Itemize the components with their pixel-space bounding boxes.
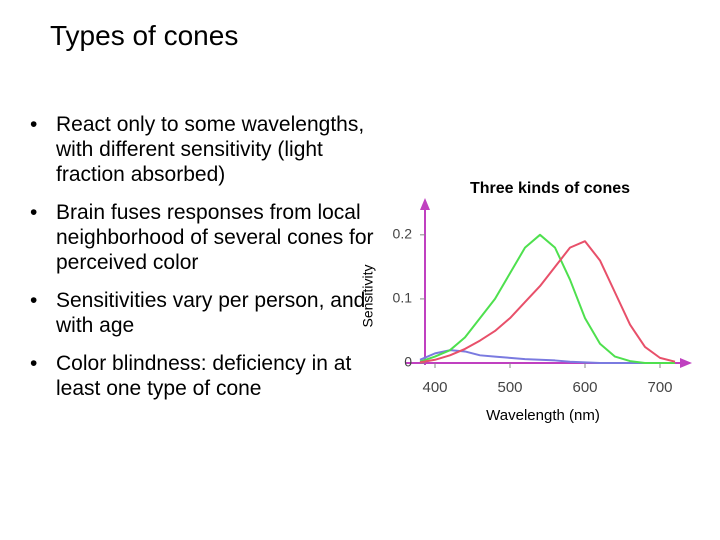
x-axis-label: Wavelength (nm) xyxy=(486,407,600,424)
chart-title: Three kinds of cones xyxy=(470,180,630,197)
series-line xyxy=(419,240,676,364)
bullet: Brain fuses responses from local neighbo… xyxy=(30,200,374,275)
series-line xyxy=(419,233,675,364)
y-tick-label: 0 xyxy=(404,354,412,370)
bullet: Sensitivities vary per person, and with … xyxy=(30,288,374,338)
y-axis-label: Sensitivity xyxy=(360,264,376,327)
x-tick-label: 700 xyxy=(647,379,672,396)
x-axis-arrow xyxy=(680,358,692,368)
x-tick-label: 400 xyxy=(422,379,447,396)
y-axis-arrow xyxy=(420,198,430,210)
x-tick-label: 600 xyxy=(572,379,597,396)
y-tick-label: 0.1 xyxy=(393,290,413,306)
y-tick-label: 0.2 xyxy=(393,226,413,242)
slide-title: Types of cones xyxy=(50,20,239,51)
bullet: React only to some wavelengths, with dif… xyxy=(30,112,374,187)
bullet-list: React only to some wavelengths, with dif… xyxy=(30,112,374,414)
bullet: Color blindness: deficiency in at least … xyxy=(30,351,374,401)
series-line xyxy=(419,349,675,364)
x-tick-label: 500 xyxy=(497,379,522,396)
